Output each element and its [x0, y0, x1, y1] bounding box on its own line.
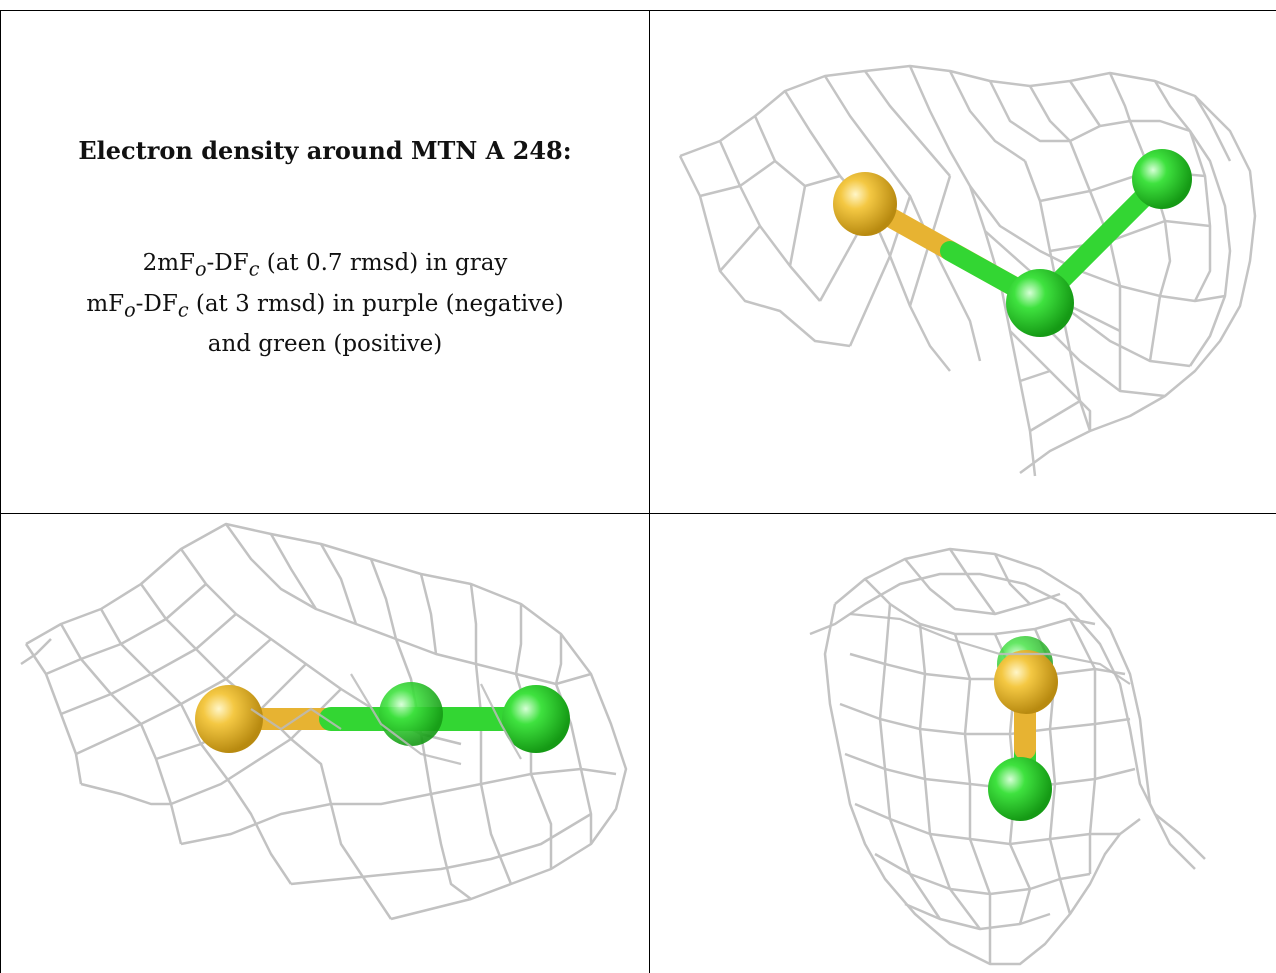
legend-df: -DF	[206, 250, 249, 276]
sulfur-atom	[994, 650, 1058, 714]
carbon-atom	[502, 685, 570, 753]
legend-line-green: and green (positive)	[207, 331, 443, 358]
figure-title: Electron density around MTN A 248:	[78, 136, 572, 165]
carbon-atom	[1132, 149, 1192, 209]
legend-purple-note: (at 3 rmsd) in purple (negative)	[188, 290, 564, 317]
view-bottom-left	[0, 513, 650, 973]
mesh-2fo-gray	[20, 522, 628, 921]
legend-2mf: 2mF	[142, 250, 195, 276]
mesh-2fo-gray	[678, 64, 1257, 477]
density-view-3	[809, 547, 1206, 966]
mesh-2fo-gray	[809, 547, 1206, 966]
legend-mf: mF	[86, 290, 125, 317]
density-view-2	[20, 522, 628, 921]
legend-sub-o: o	[194, 257, 207, 281]
view-top-right	[650, 10, 1276, 513]
carbon-atom	[988, 757, 1052, 821]
sulfur-atom	[833, 172, 897, 236]
legend-sub-c2: c	[177, 298, 189, 322]
view-bottom-right	[650, 513, 1276, 973]
legend-text: 2mFo-DFc (at 0.7 rmsd) in gray mFo-DFc (…	[1, 246, 649, 361]
carbon-atom	[1006, 269, 1074, 337]
ligand-mtn-view-1	[833, 149, 1192, 337]
sulfur-atom	[195, 685, 263, 753]
carbon-atom	[379, 682, 443, 746]
density-view-1	[678, 64, 1257, 477]
legend-gray-note: (at 0.7 rmsd) in gray	[259, 250, 508, 276]
mesh-front-layer	[250, 673, 522, 766]
legend-line-fo: mFo-DFc (at 3 rmsd) in purple (negative)	[1, 287, 649, 328]
legend-sub-c: c	[248, 257, 260, 281]
legend-df2: -DF	[135, 290, 178, 317]
legend-sub-o2: o	[124, 298, 136, 322]
ligand-mtn-view-2	[195, 682, 570, 753]
legend-line-2fo: 2mFo-DFc (at 0.7 rmsd) in gray	[1, 246, 649, 287]
caption-cell: Electron density around MTN A 248: 2mFo-…	[0, 10, 650, 513]
mesh-front-layer	[849, 612, 1131, 685]
ligand-mtn-view-3	[988, 636, 1058, 821]
